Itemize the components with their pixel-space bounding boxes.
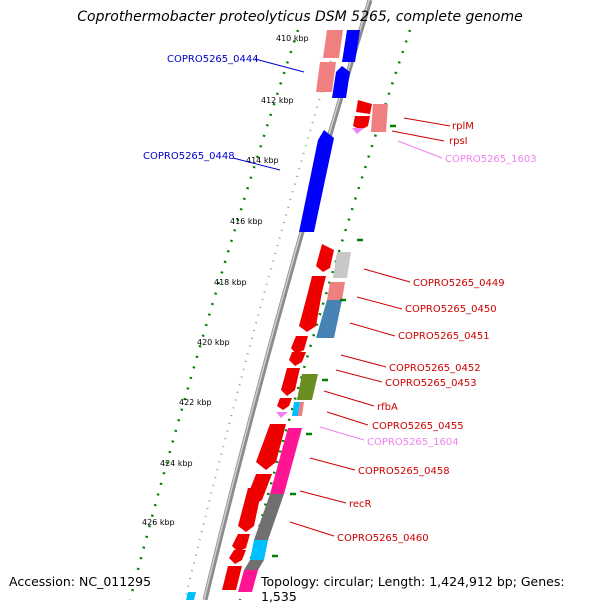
gene-pink-top[interactable]	[323, 30, 343, 58]
label-copro5265-1604[interactable]: COPRO5265_1604	[367, 437, 459, 448]
gene-0453-olive[interactable]	[297, 374, 318, 400]
gene-0455-pink[interactable]	[298, 402, 304, 416]
gene-recr-red[interactable]	[238, 488, 262, 532]
topology-summary: Topology: circular; Length: 1,424,912 bp…	[259, 574, 600, 604]
gene-0455-cyan[interactable]	[292, 402, 300, 416]
tick-426: 426 kbp	[142, 518, 175, 527]
gene-0460b-red[interactable]	[229, 550, 246, 564]
tick-416: 416 kbp	[230, 217, 263, 226]
label-copro5265-0444[interactable]: COPRO5265_0444	[167, 54, 259, 65]
gene-recr-gray[interactable]	[254, 494, 284, 540]
label-rplm[interactable]: rplM	[452, 121, 474, 132]
gene-rplm-light[interactable]	[371, 104, 388, 132]
gene-0460-red[interactable]	[232, 534, 250, 552]
tick-414: 414 kbp	[246, 156, 279, 165]
gene-1603-pink[interactable]	[352, 128, 364, 134]
gene-bottom-red[interactable]	[222, 566, 242, 590]
gene-0451-red[interactable]	[299, 292, 322, 332]
label-copro5265-0450[interactable]: COPRO5265_0450	[405, 304, 497, 315]
gene-cyan-bottom[interactable]	[250, 540, 268, 560]
gene-0444-pink[interactable]	[316, 62, 336, 92]
forward-strand-genes	[238, 30, 388, 592]
inner-tick-ring	[184, 29, 341, 600]
gene-gray-bottom[interactable]	[244, 560, 264, 570]
label-copro5265-0458[interactable]: COPRO5265_0458	[358, 466, 450, 477]
gene-1604-pink[interactable]	[276, 412, 288, 418]
left-labels: COPRO5265_0444 COPRO5265_0448	[143, 54, 305, 171]
label-recr[interactable]: recR	[349, 499, 372, 510]
gene-cyan-edge[interactable]	[186, 592, 196, 600]
gene-0444-fwd[interactable]	[342, 30, 360, 62]
label-copro5265-0452[interactable]: COPRO5265_0452	[389, 363, 481, 374]
label-copro5265-0451[interactable]: COPRO5265_0451	[398, 331, 490, 342]
right-labels: rplM rpsI COPRO5265_1603 COPRO5265_0449 …	[289, 117, 537, 544]
label-copro5265-0449[interactable]: COPRO5265_0449	[413, 278, 505, 289]
accession-text: Accession: NC_011295	[7, 574, 154, 589]
gene-0458-red[interactable]	[256, 424, 286, 470]
ruler-ticks: 410 kbp 412 kbp 414 kbp 416 kbp 418 kbp …	[142, 34, 309, 527]
label-rfba[interactable]: rfbA	[377, 402, 398, 413]
tick-418: 418 kbp	[214, 278, 247, 287]
gene-0451-steelblue[interactable]	[316, 300, 342, 338]
gene-0449-red[interactable]	[316, 244, 334, 272]
gene-0452b-red[interactable]	[289, 352, 306, 366]
gene-0452-red[interactable]	[291, 336, 308, 354]
inner-ticks	[272, 124, 396, 558]
gene-rpsi-red[interactable]	[353, 116, 370, 130]
tick-410: 410 kbp	[276, 34, 309, 43]
label-rpsi[interactable]: rpsI	[449, 136, 468, 147]
tick-412: 412 kbp	[261, 96, 294, 105]
gene-magenta-bottom[interactable]	[238, 570, 258, 592]
gene-0449-gray[interactable]	[333, 252, 351, 278]
label-copro5265-1603[interactable]: COPRO5265_1603	[445, 154, 537, 165]
gene-0458-magenta[interactable]	[270, 428, 302, 494]
tick-424: 424 kbp	[160, 459, 193, 468]
gene-rfba-red[interactable]	[277, 398, 292, 410]
label-copro5265-0455[interactable]: COPRO5265_0455	[372, 421, 464, 432]
gene-rplm-red[interactable]	[356, 100, 372, 114]
gene-0448-blue[interactable]	[299, 130, 334, 232]
label-copro5265-0460[interactable]: COPRO5265_0460	[337, 533, 429, 544]
gene-0450-red[interactable]	[308, 276, 326, 292]
label-copro5265-0453[interactable]: COPRO5265_0453	[385, 378, 477, 389]
map-title: Coprothermobacter proteolyticus DSM 5265…	[77, 9, 523, 25]
tick-422: 422 kbp	[179, 398, 212, 407]
tick-420: 420 kbp	[197, 338, 230, 347]
gene-0453-red[interactable]	[281, 368, 300, 396]
gene-arrow-blue[interactable]	[332, 66, 350, 98]
label-copro5265-0448[interactable]: COPRO5265_0448	[143, 151, 235, 162]
gene-0450-pink[interactable]	[327, 282, 345, 300]
reverse-strand-genes	[186, 30, 372, 600]
